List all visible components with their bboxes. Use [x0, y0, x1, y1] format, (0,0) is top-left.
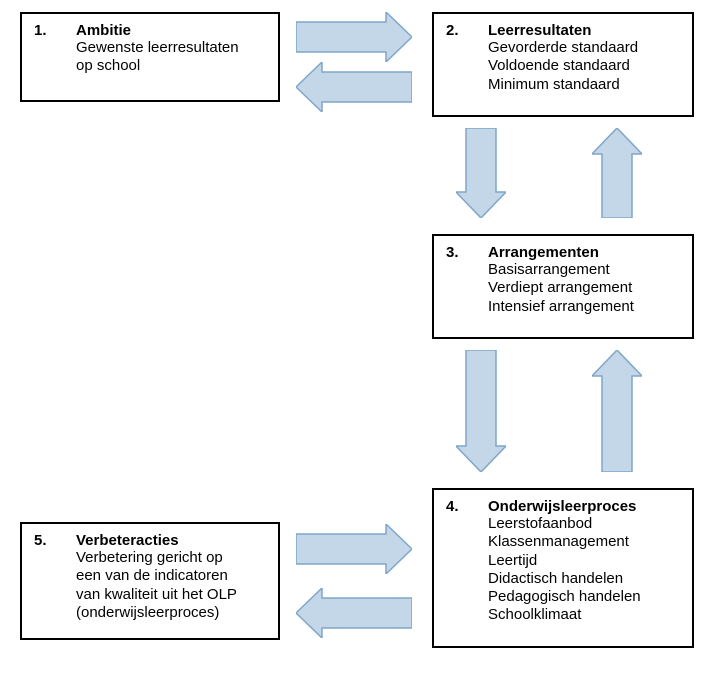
box-body: Gewenste leerresultaten op school: [76, 39, 268, 76]
box-line: Leerstofaanbod: [488, 515, 682, 533]
box-ambitie: 1. Ambitie Gewenste leerresultaten op sc…: [20, 12, 280, 102]
box-line: Gevorderde standaard: [488, 39, 682, 57]
box-title: Arrangementen: [488, 244, 599, 261]
arrow-1-to-2: [296, 12, 412, 62]
box-line: Schoolklimaat: [488, 606, 682, 624]
box-number: 4.: [446, 498, 488, 515]
box-line: Didactisch handelen: [488, 570, 682, 588]
box-line: Leertijd: [488, 552, 682, 570]
arrow-3-to-2: [592, 128, 642, 218]
box-number: 1.: [34, 22, 76, 39]
box-body: Leerstofaanbod Klassenmanagement Leertij…: [488, 515, 682, 625]
box-line: van kwaliteit uit het OLP: [76, 586, 268, 604]
box-line: Voldoende standaard: [488, 57, 682, 75]
box-line: op school: [76, 57, 268, 75]
box-number: 2.: [446, 22, 488, 39]
box-line: een van de indicatoren: [76, 567, 268, 585]
box-leerresultaten: 2. Leerresultaten Gevorderde standaard V…: [432, 12, 694, 117]
flowchart-canvas: 1. Ambitie Gewenste leerresultaten op sc…: [0, 0, 710, 682]
box-line: Verbetering gericht op: [76, 549, 268, 567]
arrow-5-to-4: [296, 524, 412, 574]
box-line: Basisarrangement: [488, 261, 682, 279]
box-line: Minimum standaard: [488, 76, 682, 94]
arrow-2-to-3: [456, 128, 506, 218]
box-line: (onderwijsleerproces): [76, 604, 268, 622]
arrow-4-to-5: [296, 588, 412, 638]
box-line: Intensief arrangement: [488, 298, 682, 316]
box-line: Gewenste leerresultaten: [76, 39, 268, 57]
box-body: Verbetering gericht op een van de indica…: [76, 549, 268, 622]
box-line: Klassenmanagement: [488, 533, 682, 551]
box-title: Leerresultaten: [488, 22, 591, 39]
box-title: Ambitie: [76, 22, 131, 39]
box-body: Gevorderde standaard Voldoende standaard…: [488, 39, 682, 94]
box-number: 3.: [446, 244, 488, 261]
arrow-3-to-4: [456, 350, 506, 472]
box-body: Basisarrangement Verdiept arrangement In…: [488, 261, 682, 316]
box-title: Onderwijsleerproces: [488, 498, 636, 515]
arrow-4-to-3: [592, 350, 642, 472]
box-line: Pedagogisch handelen: [488, 588, 682, 606]
box-number: 5.: [34, 532, 76, 549]
box-onderwijsleerproces: 4. Onderwijsleerproces Leerstofaanbod Kl…: [432, 488, 694, 648]
box-arrangementen: 3. Arrangementen Basisarrangement Verdie…: [432, 234, 694, 339]
box-title: Verbeteracties: [76, 532, 179, 549]
arrow-2-to-1: [296, 62, 412, 112]
box-line: Verdiept arrangement: [488, 279, 682, 297]
box-verbeteracties: 5. Verbeteracties Verbetering gericht op…: [20, 522, 280, 640]
